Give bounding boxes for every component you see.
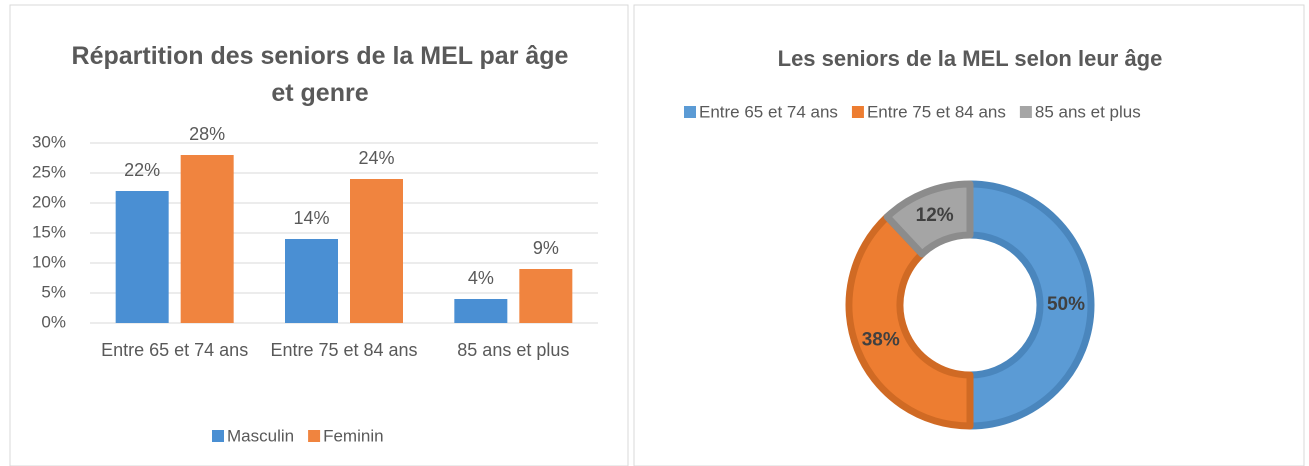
legend-label: Entre 65 et 74 ans bbox=[699, 102, 838, 121]
data-label: 12% bbox=[916, 205, 954, 226]
donut-slice bbox=[966, 180, 1095, 430]
legend-label: Feminin bbox=[323, 426, 383, 445]
legend-label: Entre 75 et 84 ans bbox=[867, 102, 1006, 121]
bar-title: Répartition des seniors de la MEL par âg… bbox=[71, 42, 569, 107]
donut-slice bbox=[845, 213, 974, 430]
left-panel bbox=[9, 4, 629, 466]
data-label: 28% bbox=[189, 124, 225, 144]
data-label: 9% bbox=[533, 238, 559, 258]
x-tick-label: Entre 75 et 84 ans bbox=[270, 340, 418, 360]
y-tick-label: 30% bbox=[32, 132, 66, 151]
bar bbox=[350, 179, 403, 323]
y-tick-label: 20% bbox=[32, 192, 66, 211]
legend-swatch bbox=[684, 106, 696, 118]
bar bbox=[180, 155, 234, 323]
legend-swatch bbox=[212, 430, 224, 442]
y-tick-label: 10% bbox=[32, 252, 66, 271]
x-tick-label: 85 ans et plus bbox=[457, 340, 570, 360]
bar bbox=[115, 191, 169, 323]
data-label: 14% bbox=[293, 208, 329, 228]
data-label: 4% bbox=[468, 268, 494, 288]
legend-swatch bbox=[851, 106, 864, 118]
data-label: 22% bbox=[124, 160, 160, 180]
y-tick-label: 25% bbox=[32, 162, 66, 181]
bar bbox=[454, 299, 508, 323]
x-tick-label: Entre 65 et 74 ans bbox=[101, 340, 249, 360]
data-label: 38% bbox=[862, 329, 900, 350]
pie-title: Les seniors de la MEL selon leur âge bbox=[777, 46, 1163, 71]
legend-label: Masculin bbox=[227, 426, 294, 445]
bar bbox=[285, 239, 338, 323]
legend-label: 85 ans et plus bbox=[1035, 102, 1141, 121]
legend-swatch bbox=[308, 430, 321, 442]
right-panel bbox=[633, 4, 1305, 466]
bar bbox=[519, 269, 573, 323]
y-tick-label: 5% bbox=[41, 282, 66, 301]
donut-slice bbox=[883, 180, 974, 258]
legend-swatch bbox=[1019, 106, 1032, 118]
data-label: 50% bbox=[1047, 294, 1085, 315]
data-label: 24% bbox=[358, 148, 394, 168]
y-tick-label: 0% bbox=[41, 312, 66, 331]
y-tick-label: 15% bbox=[32, 222, 66, 241]
